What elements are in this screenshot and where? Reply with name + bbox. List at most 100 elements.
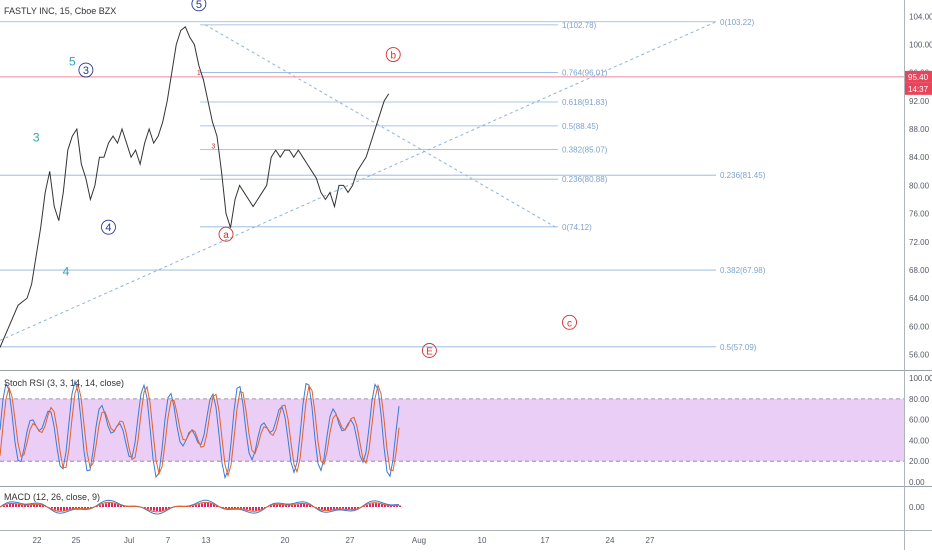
macd-histogram-bar <box>372 503 374 507</box>
macd-histogram-bar <box>375 503 377 507</box>
macd-histogram-bar <box>369 504 371 507</box>
macd-histogram-bar <box>252 507 254 511</box>
macd-histogram-bar <box>105 503 107 507</box>
macd-histogram-bar <box>348 507 350 509</box>
macd-histogram-bar <box>249 507 251 510</box>
wave-label[interactable]: a <box>223 230 229 241</box>
macd-histogram-bar <box>51 507 53 509</box>
macd-histogram-bar <box>9 504 11 507</box>
fib-level-label: 0.618(91.83) <box>562 98 608 107</box>
macd-histogram-bar <box>279 505 281 507</box>
price-tick-label: 104.00 <box>909 12 932 21</box>
macd-histogram-bar <box>15 504 17 507</box>
wave-label[interactable]: 3 <box>83 65 89 77</box>
macd-histogram-bar <box>276 505 278 507</box>
macd-histogram-bar <box>54 507 56 510</box>
macd-histogram-bar <box>399 506 401 507</box>
wave-label[interactable]: 5 <box>196 0 202 11</box>
macd-histogram-bar <box>207 503 209 507</box>
time-tick-label: Aug <box>412 536 426 545</box>
price-tick-label: 80.00 <box>909 181 930 190</box>
price-tick-label: 56.00 <box>909 350 930 359</box>
macd-histogram-bar <box>12 504 14 507</box>
macd-histogram-bar <box>111 503 113 507</box>
macd-histogram-bar <box>255 507 257 511</box>
time-tick-label: 27 <box>646 536 655 545</box>
macd-histogram-bar <box>273 505 275 507</box>
fib-level-label: 1(102.78) <box>562 21 597 30</box>
wave-label[interactable]: 5 <box>69 55 76 69</box>
wave-label[interactable]: b <box>390 51 396 62</box>
time-tick-label: 27 <box>346 536 355 545</box>
fib-level-label: 0.236(80.88) <box>562 175 608 184</box>
symbol-title[interactable]: FASTLY INC, 15, Cboe BZX <box>4 6 116 16</box>
wave-label[interactable]: 3 <box>211 144 215 151</box>
wave-label[interactable]: E <box>426 346 433 357</box>
stoch-tick-label: 60.00 <box>909 416 930 425</box>
macd-histogram-bar <box>351 507 353 509</box>
stoch-rsi-title[interactable]: Stoch RSI (3, 3, 14, 14, close) <box>4 378 124 388</box>
time-tick-label: 10 <box>478 536 487 545</box>
wave-label[interactable]: 4 <box>63 265 70 279</box>
macd-histogram-bar <box>378 504 380 507</box>
wave-label[interactable]: 4 <box>105 222 111 234</box>
wave-label[interactable]: 1 <box>197 70 201 77</box>
macd-histogram-bar <box>285 505 287 507</box>
time-tick-label: 7 <box>166 536 171 545</box>
stoch-tick-label: 40.00 <box>909 436 930 445</box>
macd-histogram-bar <box>300 504 302 507</box>
macd-histogram-bar <box>147 507 149 509</box>
macd-histogram-bar <box>66 507 68 510</box>
macd-histogram-bar <box>288 505 290 507</box>
macd-histogram-bar <box>57 507 59 510</box>
macd-histogram-bar <box>342 507 344 509</box>
fib-level-label: 0.764(96.01) <box>562 69 608 78</box>
time-tick-label: 13 <box>202 536 211 545</box>
time-tick-label: 22 <box>33 536 42 545</box>
macd-histogram-bar <box>291 505 293 507</box>
macd-histogram-bar <box>204 503 206 507</box>
time-tick-label: 20 <box>281 536 290 545</box>
wave-label[interactable]: 3 <box>33 131 40 145</box>
macd-histogram-bar <box>345 507 347 509</box>
macd-histogram-bar <box>195 505 197 507</box>
macd-histogram-bar <box>24 505 26 507</box>
fib-ext-label: 0.382(67.98) <box>720 266 766 275</box>
macd-histogram-bar <box>99 505 101 507</box>
macd-title[interactable]: MACD (12, 26, close, 9) <box>4 492 100 502</box>
macd-histogram-bar <box>339 507 341 509</box>
macd-histogram-bar <box>36 505 38 507</box>
macd-histogram-bar <box>321 507 323 510</box>
macd-histogram-bar <box>303 504 305 507</box>
fib-ext-label: 0.236(81.45) <box>720 171 766 180</box>
macd-histogram-bar <box>33 505 35 507</box>
macd-histogram-bar <box>108 503 110 507</box>
macd-histogram-bar <box>366 505 368 507</box>
wave-label[interactable]: c <box>567 318 572 329</box>
price-tick-label: 100.00 <box>909 40 932 49</box>
macd-histogram-bar <box>330 507 332 510</box>
macd-histogram-bar <box>153 507 155 511</box>
macd-histogram-bar <box>150 507 152 510</box>
time-tick-label: 25 <box>72 536 81 545</box>
stoch-tick-label: 100.00 <box>909 374 932 383</box>
time-tick-label: 17 <box>541 536 550 545</box>
fib-ext-label: 0.5(57.09) <box>720 343 757 352</box>
price-badge-label[interactable]: 95.40 <box>908 73 929 82</box>
time-tick-label: Jul <box>124 536 134 545</box>
price-tick-label: 60.00 <box>909 322 930 331</box>
price-tick-label: 76.00 <box>909 210 930 219</box>
price-badge-layer[interactable]: 95.40 14:37 <box>905 71 932 95</box>
price-badge-label[interactable]: 14:37 <box>908 85 929 94</box>
macd-histogram-bar <box>18 504 20 507</box>
time-tick-label: 24 <box>606 536 615 545</box>
stoch-tick-label: 80.00 <box>909 395 930 404</box>
stoch-tick-label: 0.00 <box>909 478 925 487</box>
price-tick-label: 68.00 <box>909 266 930 275</box>
macd-tick-label: 0.00 <box>909 503 925 512</box>
macd-histogram-bar <box>60 507 62 511</box>
macd-histogram-bar <box>102 504 104 507</box>
fib-level-label: 0.382(85.07) <box>562 146 608 155</box>
